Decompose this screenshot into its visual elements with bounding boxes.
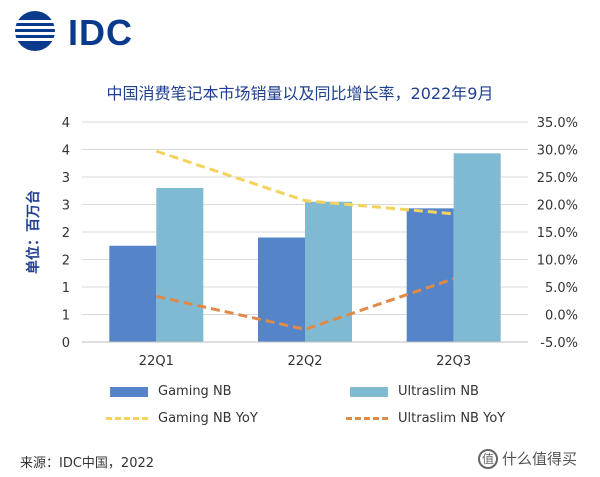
legend-item-gaming-nb-yoy: Gaming NB YoY xyxy=(106,411,258,426)
watermark: 值 什么值得买 xyxy=(478,448,577,469)
legend-item-ultraslim-nb: Ultraslim NB xyxy=(350,384,479,399)
legend-swatch-gaming-nb-yoy xyxy=(106,417,148,420)
y-tick-label: 2 xyxy=(62,226,70,241)
y2-tick-label: 15.0% xyxy=(537,226,578,241)
legend-label-gaming-nb: Gaming NB xyxy=(158,384,232,399)
y2-tick-label: 10.0% xyxy=(537,254,578,269)
y-axis-title: 单位：百万台 xyxy=(25,190,42,274)
y2-tick-label: 20.0% xyxy=(537,199,578,214)
y2-tick-label: -5.0% xyxy=(540,336,578,351)
y2-tick-label: 0.0% xyxy=(545,309,578,324)
legend-swatch-ultraslim-nb xyxy=(350,386,388,397)
chart: 0 1 1 2 2 3 3 4 4 -5.0% 0.0% 5.0% 10.0% 15.0% 20.0% 25.… xyxy=(25,116,578,369)
legend-label-gaming-nb-yoy: Gaming NB YoY xyxy=(158,411,258,426)
bar-gaming-nb xyxy=(109,245,157,342)
y-tick-label: 1 xyxy=(62,281,70,296)
watermark-text: 什么值得买 xyxy=(502,450,578,468)
y2-tick-label: 5.0% xyxy=(545,281,578,296)
x-tick-label: 22Q2 xyxy=(287,354,322,369)
bar-ultraslim-nb xyxy=(305,201,352,342)
source-note: 来源：IDC中国，2022 xyxy=(20,456,155,471)
y-tick-label: 0 xyxy=(62,336,70,351)
legend-item-ultraslim-nb-yoy: Ultraslim NB YoY xyxy=(346,411,505,426)
y-tick-label: 3 xyxy=(62,199,70,214)
line-gaming-nb-yoy xyxy=(155,149,454,216)
zhi-icon: 值 xyxy=(478,448,498,469)
y-tick-label: 4 xyxy=(62,144,70,159)
logo-text: IDC xyxy=(68,12,133,53)
legend-swatch-ultraslim-nb-yoy xyxy=(346,417,388,420)
legend-swatch-gaming-nb xyxy=(110,386,148,397)
bar-gaming-nb xyxy=(406,208,454,342)
globe-icon xyxy=(15,11,55,51)
y-tick-label: 1 xyxy=(62,309,70,324)
chart-title: 中国消费笔记本市场销量以及同比增长率，2022年9月 xyxy=(106,84,494,103)
legend-item-gaming-nb: Gaming NB xyxy=(110,384,232,399)
bar-ultraslim-nb xyxy=(453,153,501,342)
y2-tick-label: 30.0% xyxy=(537,144,578,159)
y-tick-label: 4 xyxy=(62,116,70,131)
y-tick-label: 2 xyxy=(62,254,70,269)
x-tick-label: 22Q3 xyxy=(436,354,471,369)
bar-ultraslim-nb xyxy=(156,188,204,342)
legend-label-ultraslim-nb: Ultraslim NB xyxy=(398,384,479,399)
legend-label-ultraslim-nb-yoy: Ultraslim NB YoY xyxy=(398,411,506,426)
x-tick-label: 22Q1 xyxy=(139,354,174,369)
idc-logo: IDC xyxy=(12,8,172,54)
y-tick-label: 3 xyxy=(62,171,70,186)
y2-tick-label: 35.0% xyxy=(537,116,578,131)
line-ultraslim-nb-yoy xyxy=(156,277,455,331)
y2-tick-label: 25.0% xyxy=(537,171,578,186)
